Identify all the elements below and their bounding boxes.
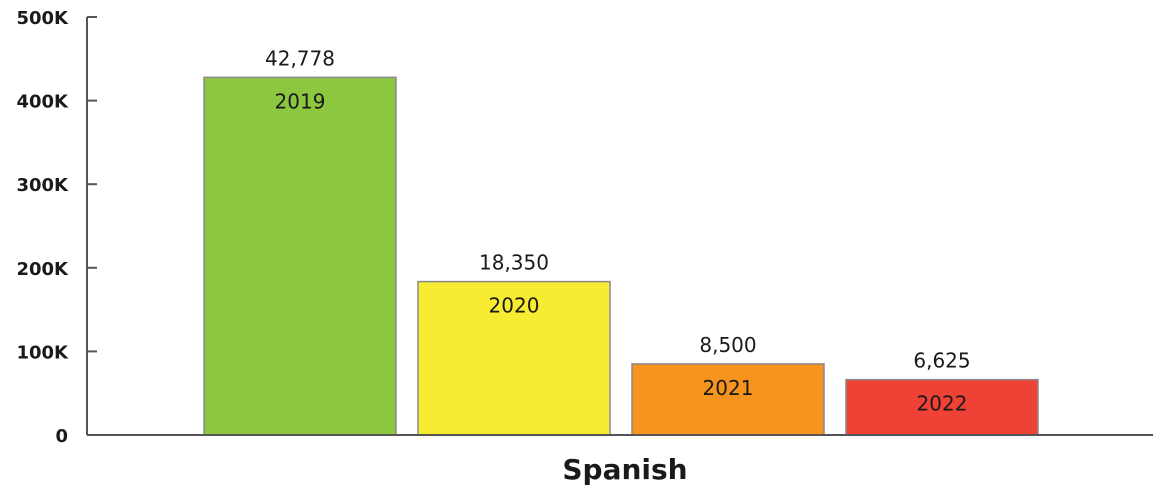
y-tick-label: 100K [16, 342, 69, 363]
bar-value-label: 8,500 [699, 333, 756, 357]
x-axis-title: Spanish [562, 453, 687, 486]
bar-value-label: 42,778 [265, 46, 335, 70]
bar [631, 363, 825, 436]
bars-group [203, 76, 1039, 436]
bar-category-label: 2020 [489, 294, 540, 318]
y-tick-label: 0 [55, 426, 68, 447]
bar-category-label: 2019 [275, 89, 326, 113]
bar-category-label: 2022 [917, 392, 968, 416]
y-tick-label: 400K [16, 92, 69, 113]
bar-value-label: 18,350 [479, 251, 549, 275]
bar [203, 76, 397, 436]
bar [845, 378, 1039, 436]
bar-labels-group: 42,778 2019 18,350 2020 8,500 2021 6,625 2022 [265, 46, 971, 415]
bar-category-label: 2021 [703, 376, 754, 400]
y-tick-label: 300K [16, 175, 69, 196]
y-axis-ticks: 0 100K 200K 300K 400K 500K [16, 8, 97, 447]
y-tick-label: 200K [16, 259, 69, 280]
y-tick-label: 500K [16, 8, 69, 29]
bar-value-label: 6,625 [913, 349, 970, 373]
